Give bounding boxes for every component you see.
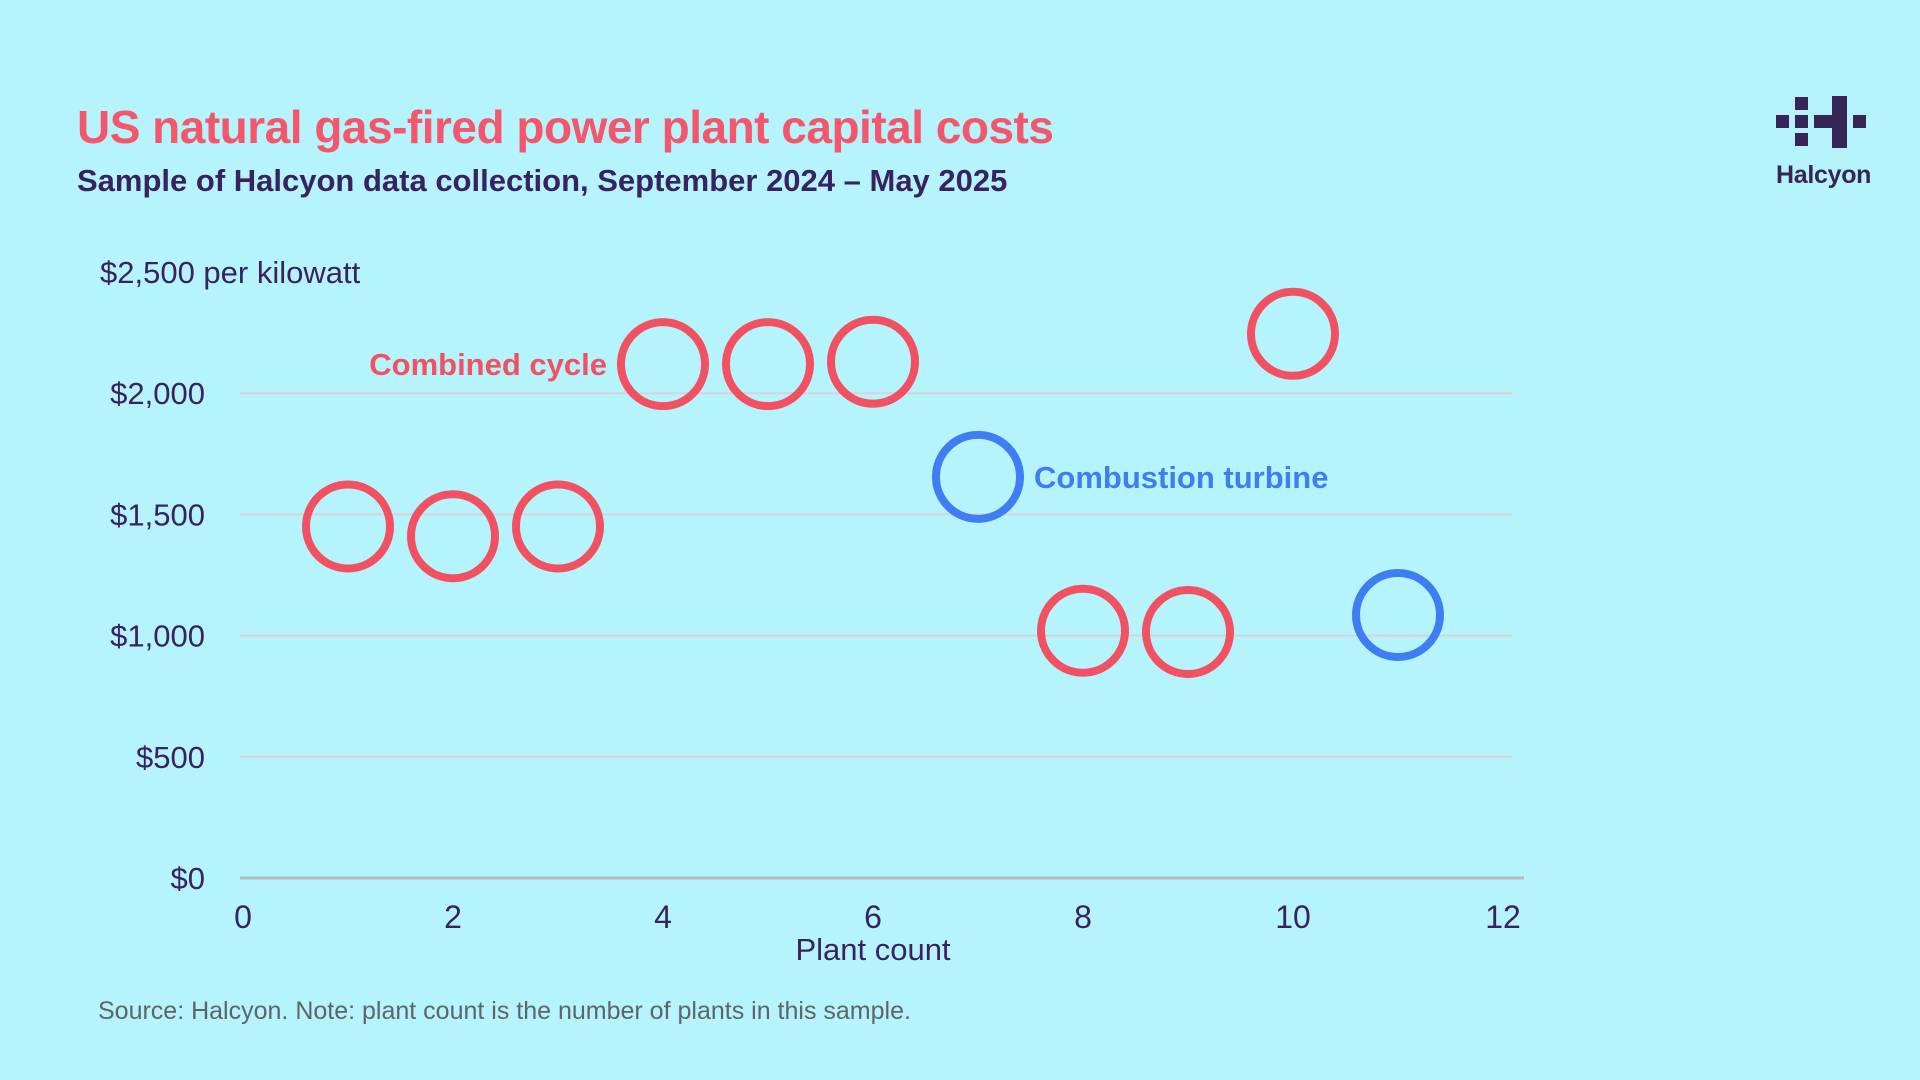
x-tick-label: 12 xyxy=(1485,899,1521,935)
x-tick-label: 4 xyxy=(654,899,672,935)
x-tick-label: 2 xyxy=(444,899,462,935)
x-tick-label: 8 xyxy=(1074,899,1092,935)
data-point-circle xyxy=(722,318,814,411)
data-point-circle xyxy=(932,430,1024,523)
x-tick-label: 10 xyxy=(1275,899,1311,935)
data-point-circle xyxy=(512,480,604,573)
halcyon-logo-icon xyxy=(1776,96,1866,148)
halcyon-logo-wordmark: Halcyon xyxy=(1776,161,1872,189)
y-tick-label: $1,000 xyxy=(110,619,205,654)
series-label: Combined cycle xyxy=(369,347,607,382)
data-point-circle xyxy=(617,318,709,411)
halcyon-logo: Halcyon xyxy=(1776,96,1872,190)
y-tick-label: $500 xyxy=(136,740,205,775)
data-point-circle xyxy=(407,490,499,583)
source-note: Source: Halcyon. Note: plant count is th… xyxy=(98,997,911,1025)
y-tick-label: $2,000 xyxy=(110,376,205,411)
data-point-circle xyxy=(827,315,919,408)
page-title: US natural gas-fired power plant capital… xyxy=(77,101,1054,153)
data-point-circle xyxy=(1352,568,1444,661)
data-point-circle xyxy=(1142,585,1234,678)
data-point-circle xyxy=(1037,584,1129,677)
x-axis-title: Plant count xyxy=(795,932,950,967)
y-tick-label: $0 xyxy=(171,861,205,896)
series-label: Combustion turbine xyxy=(1034,460,1328,495)
data-point-circle xyxy=(302,480,394,573)
data-point-circle xyxy=(1247,287,1339,380)
x-tick-label: 6 xyxy=(864,899,882,935)
x-tick-label: 0 xyxy=(234,899,252,935)
page-subtitle: Sample of Halcyon data collection, Septe… xyxy=(77,163,1008,198)
y-axis-unit-label: $2,500 per kilowatt xyxy=(100,255,361,290)
y-tick-label: $1,500 xyxy=(110,497,205,532)
